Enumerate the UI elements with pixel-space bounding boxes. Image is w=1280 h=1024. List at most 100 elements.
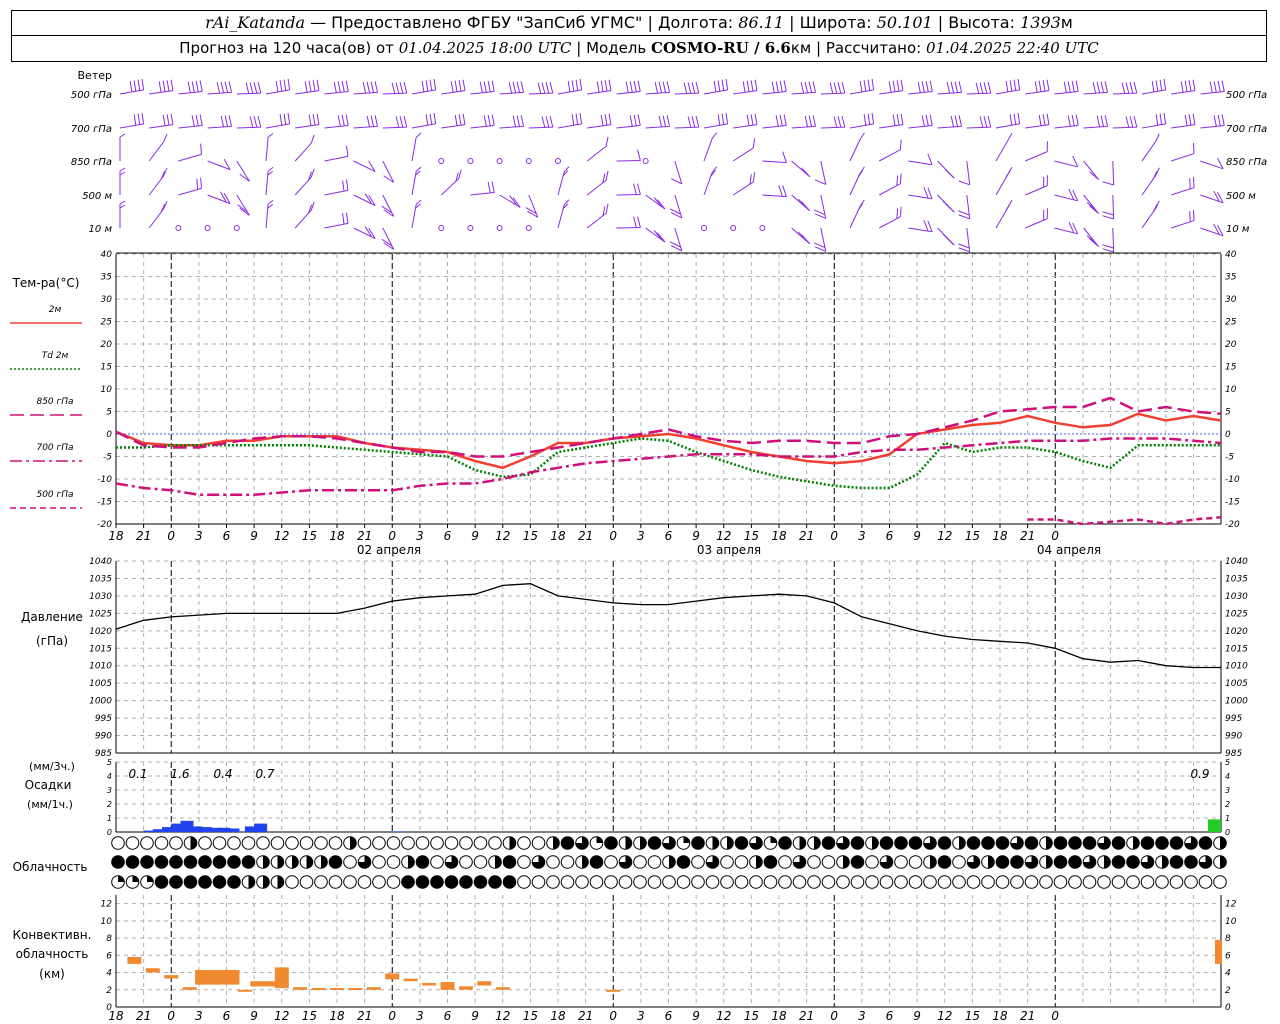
temp-tick-right: 5	[1225, 408, 1231, 418]
wind-barb-feather	[267, 132, 274, 138]
temp-legend-label: 850 гПа	[36, 397, 73, 407]
wind-barb-feather	[195, 114, 199, 127]
wind-level-label-right: 500 гПа	[1226, 90, 1267, 101]
wind-barb-feather	[310, 134, 315, 144]
wind-barb-feather	[575, 79, 579, 91]
cloud-cover-circle	[749, 875, 763, 889]
wind-barb-feather	[383, 242, 394, 250]
wind-barb-feather	[1213, 115, 1217, 127]
header-dash: —	[304, 13, 332, 32]
wind-barb-feather	[1042, 80, 1046, 92]
precip-tick-right: 3	[1225, 786, 1230, 795]
wind-barb-feather	[200, 143, 202, 155]
pressure-unit: (гПа)	[36, 634, 68, 648]
temp-tick-left: 5	[106, 408, 112, 418]
wind-barb-feather	[1155, 133, 1160, 142]
wind-barb-feather	[562, 203, 569, 210]
wind-barb-feather	[629, 115, 633, 127]
wind-barb-feather	[1217, 114, 1221, 127]
cloud-cover-fill	[1054, 836, 1067, 850]
wind-level-label-right: 850 гПа	[1226, 157, 1267, 168]
wind-barb	[966, 160, 971, 185]
cloud-cover-fill	[1112, 836, 1125, 850]
wind-barb-feather	[814, 179, 826, 185]
wind-barb-feather	[433, 78, 437, 90]
wind-barb-feather	[604, 114, 608, 126]
cloud-cover-fill	[727, 836, 734, 850]
wind-barb-feather	[1163, 112, 1167, 124]
wind-barb-feather	[1102, 244, 1114, 249]
wind-barb-feather	[342, 213, 345, 225]
cloud-cover-fill	[126, 855, 139, 869]
wind-barb	[1083, 125, 1108, 129]
wind-barb-feather	[458, 114, 462, 126]
cloud-cover-fill	[996, 855, 1009, 869]
wind-barb-feather	[1221, 114, 1225, 126]
wind-barb-feather	[695, 116, 700, 128]
conv-cloud-bar	[495, 987, 510, 990]
pressure-tick-left: 990	[95, 732, 112, 742]
conv-cloud-bar	[145, 968, 160, 973]
wind-barb-feather	[545, 116, 550, 128]
wind-barb-feather	[567, 80, 571, 92]
forecast-start: 01.04.2025 18:00 UTC	[398, 39, 572, 57]
wind-barb	[1112, 126, 1137, 129]
cloud-cover-fill	[596, 836, 603, 843]
conv-x-label: 15	[523, 1009, 538, 1023]
conv-x-label: 3	[858, 1009, 866, 1023]
cloud-cover-circle	[1082, 875, 1097, 889]
precip-tick-left: 3	[107, 786, 112, 795]
wind-barb	[411, 137, 417, 162]
wind-barb-feather	[563, 166, 570, 173]
cloud-cover-circle	[328, 875, 343, 889]
wind-barb-feather	[249, 116, 254, 128]
wind-barb-feather	[520, 115, 525, 127]
cloud-cover-fill	[909, 836, 922, 850]
conv-cloud-bar	[348, 988, 363, 990]
wind-barb-feather	[1184, 80, 1188, 92]
temp-x-label: 0	[388, 529, 396, 543]
cloud-cover-circle	[952, 875, 966, 889]
temp-tick-left: 25	[101, 318, 113, 328]
wind-barb-feather	[454, 80, 458, 92]
conv-x-label: 9	[692, 1009, 700, 1023]
wind-barb-feather	[366, 115, 371, 127]
conv-tick-left: 4	[106, 969, 112, 979]
wind-barb-feather	[308, 204, 312, 214]
temp-x-label: 12	[937, 529, 952, 543]
cloud-cover-circle	[227, 836, 241, 850]
wind-barb-feather	[1192, 142, 1195, 154]
wind-barb-feather	[1100, 115, 1105, 127]
wind-barb-feather	[239, 207, 250, 216]
conv-tick-left: 0	[106, 1003, 112, 1013]
temp-tick-left: -10	[97, 475, 112, 485]
wind-barb	[586, 145, 607, 162]
wind-barb-feather	[345, 179, 349, 191]
cloud-cover-fill	[691, 836, 705, 850]
wind-barb-feather	[1155, 80, 1159, 92]
wind-barb-feather	[750, 80, 754, 92]
cloud-cover-circle	[1039, 875, 1053, 889]
temp-tick-right: 10	[1225, 385, 1237, 395]
wind-barb-feather	[162, 80, 166, 92]
precip-bar	[143, 830, 157, 832]
wind-barb-feather	[537, 82, 542, 94]
wind-barb-feather	[800, 82, 805, 94]
wind-barb-feather	[896, 208, 899, 219]
wind-barb-feather	[345, 80, 349, 92]
temp-x-label: 18	[771, 529, 787, 543]
wind-level-label-right: 700 гПа	[1226, 124, 1267, 135]
cloud-cover-circle	[531, 836, 546, 850]
wind-barb	[1025, 151, 1048, 162]
temp-tick-left: 35	[101, 273, 113, 283]
wind-calm-mark	[525, 158, 532, 164]
wind-barb-feather	[137, 79, 141, 91]
cloud-cover-fill	[604, 836, 618, 850]
wind-barb-feather	[633, 114, 637, 127]
wind-barb-feather	[516, 81, 521, 93]
wind-barb-feather	[1217, 225, 1224, 237]
wind-barb-feather	[345, 145, 349, 157]
wind-barb-feather	[833, 82, 838, 94]
wind-barb-feather	[1071, 80, 1075, 93]
wind-barb-feather	[237, 204, 248, 213]
